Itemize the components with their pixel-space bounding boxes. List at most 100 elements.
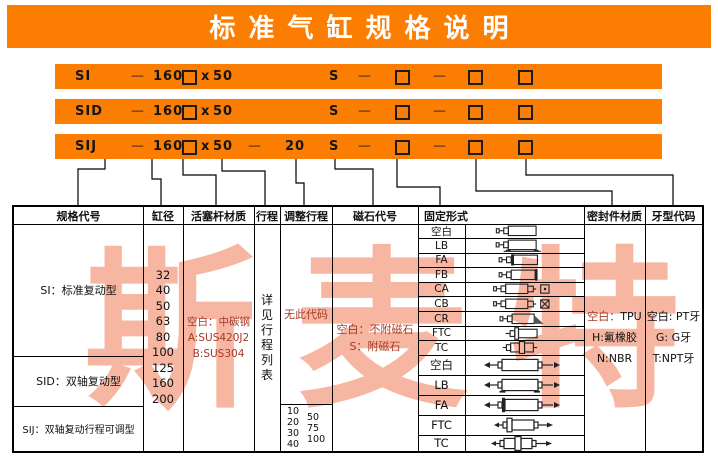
grid-line bbox=[14, 224, 702, 225]
page-title: 标准气缸规格说明 bbox=[209, 14, 522, 44]
grid-line bbox=[465, 224, 466, 451]
grid-line bbox=[280, 207, 281, 451]
dash: — bbox=[131, 104, 145, 119]
grid-line bbox=[418, 415, 584, 416]
option-box bbox=[182, 70, 197, 85]
mount-label: TC bbox=[434, 436, 449, 450]
grid-line bbox=[143, 207, 144, 451]
option-box bbox=[468, 105, 483, 120]
dash: — bbox=[131, 139, 145, 154]
grid-line bbox=[418, 282, 584, 283]
header-rod-material: 活塞杆材质 bbox=[191, 209, 246, 223]
dash: — bbox=[433, 69, 447, 84]
grid-line bbox=[418, 311, 584, 312]
grid-line bbox=[418, 435, 584, 436]
option-box bbox=[468, 70, 483, 85]
mount-icon-center-trunnion bbox=[465, 340, 584, 355]
grid-line bbox=[280, 404, 332, 405]
title-bar: 标准气缸规格说明 bbox=[7, 5, 711, 48]
seal-line-2: H:氟橡胶 bbox=[592, 331, 637, 344]
magnet-code: S bbox=[329, 139, 340, 154]
seal-line-3: N:NBR bbox=[596, 352, 633, 365]
option-box bbox=[182, 140, 197, 155]
connector-lines bbox=[77, 159, 674, 205]
header-seal-material: 密封件材质 bbox=[587, 209, 642, 223]
mount-label: LB bbox=[434, 378, 449, 392]
grid-line bbox=[418, 326, 584, 327]
mount-icon-foot bbox=[465, 238, 584, 253]
mount-label: CA bbox=[434, 283, 449, 295]
spec-row-si: SI：标准复动型 bbox=[40, 284, 117, 297]
dash: — bbox=[433, 104, 447, 119]
mount-label: CR bbox=[434, 312, 449, 325]
grid-line bbox=[418, 296, 584, 297]
mount-label: FB bbox=[434, 268, 449, 281]
dash: — bbox=[358, 139, 372, 154]
option-box bbox=[395, 70, 410, 85]
seal-blank-val: TPU bbox=[620, 310, 642, 323]
grid-line bbox=[14, 406, 143, 407]
stroke-note: 详见行程列表 bbox=[260, 292, 273, 382]
thread-code-list: 空白: PT牙 G: G牙 T:NPT牙 bbox=[646, 310, 701, 365]
mount-icon-double-clevis bbox=[465, 296, 584, 311]
mount-icon-rear-flange bbox=[465, 267, 584, 282]
mount-icon-double-rod-foot bbox=[465, 375, 584, 395]
mount-icon-double-rod-front-trunnion bbox=[465, 415, 584, 435]
dash: — bbox=[358, 104, 372, 119]
grid-line bbox=[183, 207, 184, 451]
mount-icon-front-flange bbox=[465, 253, 584, 267]
mount-icon-basic bbox=[465, 224, 584, 238]
grid-line bbox=[418, 375, 584, 376]
adjust-stroke-value: 20 bbox=[285, 139, 306, 154]
mount-label: TC bbox=[434, 341, 449, 354]
option-box bbox=[395, 105, 410, 120]
header-magnet-code: 磁石代号 bbox=[353, 209, 397, 223]
header-bore: 缸径 bbox=[152, 209, 174, 223]
mount-icon-double-rod-center-trunnion bbox=[465, 435, 584, 451]
mount-icon-single-clevis bbox=[465, 282, 584, 296]
seal-blank-key: 空白： bbox=[587, 310, 621, 323]
spec-row-sid: SID：双轴复动型 bbox=[36, 375, 121, 388]
option-box bbox=[518, 70, 533, 85]
model-bar-sij: SIJ — 160 x 50 — 20 S — — bbox=[55, 134, 662, 159]
model-bar-sid: SID — 160 x 50 S — — bbox=[55, 99, 662, 124]
bore-value: 160 bbox=[153, 139, 184, 154]
option-box bbox=[182, 105, 197, 120]
adjust-none-note: 无此代码 bbox=[284, 308, 328, 321]
header-stroke: 行程 bbox=[256, 209, 278, 223]
bore-value: 160 bbox=[153, 104, 184, 119]
mount-icon-double-rod-flange bbox=[465, 395, 584, 415]
bore-value: 160 bbox=[153, 69, 184, 84]
grid-line bbox=[418, 267, 584, 268]
spec-row-sij: SIJ：双轴复动行程可调型 bbox=[22, 425, 135, 436]
grid-line bbox=[418, 340, 584, 341]
grid-line bbox=[418, 395, 584, 396]
stroke-value: 50 bbox=[213, 139, 234, 154]
mount-label: FTC bbox=[432, 327, 451, 339]
model-bar-si: SI — 160 x 50 S — — bbox=[55, 64, 662, 89]
times-sign: x bbox=[201, 69, 211, 84]
grid-line bbox=[254, 207, 255, 451]
grid-line bbox=[418, 355, 584, 356]
grid-line bbox=[14, 356, 143, 357]
mount-icon-front-trunnion bbox=[465, 326, 584, 340]
mount-icon-double-rod-basic bbox=[465, 355, 584, 375]
seal-line-1: 空白：TPU bbox=[587, 306, 641, 327]
mount-label: 空白 bbox=[431, 225, 452, 238]
header-spec-code: 规格代号 bbox=[56, 209, 101, 223]
times-sign: x bbox=[201, 139, 211, 154]
option-box bbox=[468, 140, 483, 155]
header-mount-style: 固定形式 bbox=[424, 209, 468, 223]
dash: — bbox=[358, 69, 372, 84]
dash: — bbox=[131, 69, 145, 84]
mount-icon-rear-pivot bbox=[465, 311, 584, 326]
mount-label: FTC bbox=[431, 418, 452, 432]
stroke-value: 50 bbox=[213, 104, 234, 119]
grid-line bbox=[418, 253, 584, 254]
mount-label: CB bbox=[434, 297, 449, 310]
grid-line bbox=[584, 207, 585, 451]
magnet-code: S bbox=[329, 104, 340, 119]
option-box bbox=[518, 105, 533, 120]
model-code: SID bbox=[75, 104, 103, 119]
